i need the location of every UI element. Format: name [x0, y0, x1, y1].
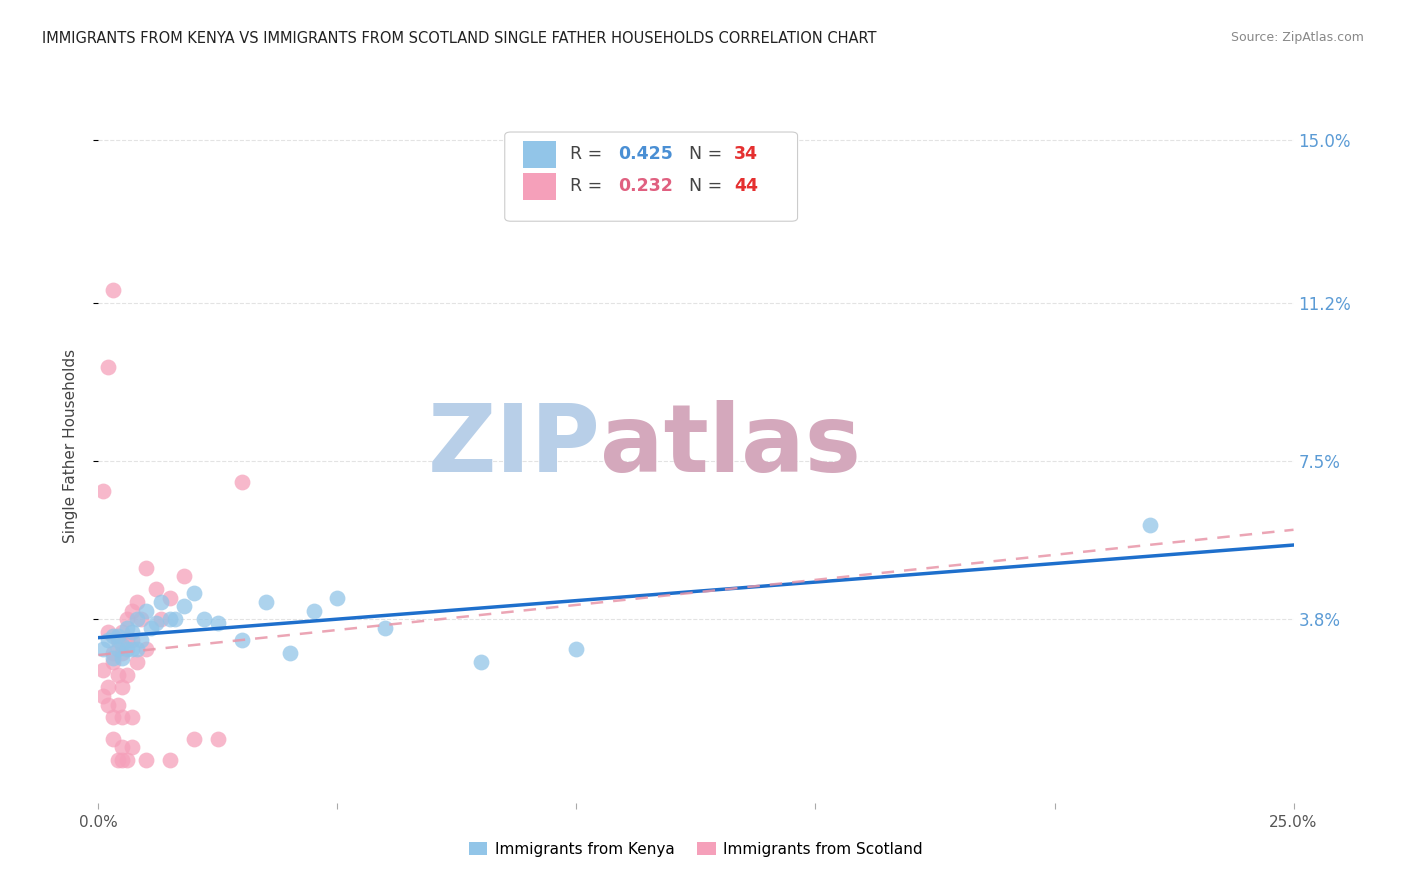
Point: [115, 633, 138, 648]
Point: [135, 753, 157, 767]
Point: [101, 629, 124, 643]
Point: [183, 731, 205, 746]
Bar: [523, 141, 557, 168]
Point: [91, 663, 114, 677]
Point: [107, 642, 129, 657]
Point: [254, 595, 277, 609]
Text: 44: 44: [734, 178, 758, 195]
Point: [149, 595, 172, 609]
Point: [107, 667, 129, 681]
Point: [111, 624, 134, 639]
Point: [121, 624, 143, 639]
Point: [374, 621, 396, 635]
Text: 0.425: 0.425: [619, 145, 673, 163]
Point: [91, 483, 114, 498]
Point: [470, 655, 492, 669]
Point: [107, 753, 129, 767]
Legend: Immigrants from Kenya, Immigrants from Scotland: Immigrants from Kenya, Immigrants from S…: [463, 836, 929, 863]
Point: [125, 612, 148, 626]
Point: [115, 621, 138, 635]
Point: [135, 561, 157, 575]
Point: [111, 650, 134, 665]
Point: [231, 475, 253, 490]
Text: R =: R =: [571, 145, 609, 163]
Point: [193, 612, 215, 626]
Point: [121, 603, 143, 617]
Point: [111, 681, 134, 695]
Point: [149, 612, 172, 626]
Point: [135, 642, 157, 657]
Point: [1139, 518, 1161, 533]
Point: [91, 689, 114, 703]
Point: [101, 731, 124, 746]
Point: [278, 646, 301, 660]
Text: IMMIGRANTS FROM KENYA VS IMMIGRANTS FROM SCOTLAND SINGLE FATHER HOUSEHOLDS CORRE: IMMIGRANTS FROM KENYA VS IMMIGRANTS FROM…: [42, 31, 877, 46]
Point: [97, 698, 120, 712]
Point: [121, 740, 143, 755]
Point: [183, 586, 205, 600]
Point: [97, 624, 120, 639]
Point: [125, 655, 148, 669]
Point: [115, 667, 138, 681]
Point: [111, 710, 134, 724]
FancyBboxPatch shape: [505, 132, 797, 221]
Point: [101, 646, 124, 660]
Point: [101, 283, 124, 297]
Point: [135, 603, 157, 617]
Text: N =: N =: [678, 145, 728, 163]
Point: [115, 642, 138, 657]
Point: [97, 681, 120, 695]
Point: [107, 633, 129, 648]
Text: atlas: atlas: [600, 400, 862, 492]
Point: [101, 710, 124, 724]
Point: [111, 740, 134, 755]
Point: [131, 633, 153, 648]
Point: [565, 642, 588, 657]
Point: [115, 753, 138, 767]
Point: [173, 599, 195, 614]
Point: [145, 616, 167, 631]
Point: [91, 642, 114, 657]
Point: [125, 642, 148, 657]
Point: [107, 629, 129, 643]
Point: [121, 642, 143, 657]
Point: [207, 616, 229, 631]
Text: 34: 34: [734, 145, 758, 163]
Point: [97, 359, 120, 374]
Point: [121, 633, 143, 648]
Text: Source: ZipAtlas.com: Source: ZipAtlas.com: [1230, 31, 1364, 45]
Point: [145, 582, 167, 596]
Point: [121, 710, 143, 724]
Text: N =: N =: [678, 178, 728, 195]
Y-axis label: Single Father Households: Single Father Households: [63, 349, 77, 543]
Text: 0.232: 0.232: [619, 178, 673, 195]
Point: [139, 621, 162, 635]
Text: R =: R =: [571, 178, 609, 195]
Point: [326, 591, 349, 605]
Point: [101, 650, 124, 665]
Point: [125, 595, 148, 609]
Point: [111, 646, 134, 660]
Point: [97, 633, 120, 648]
Point: [115, 612, 138, 626]
Point: [111, 753, 134, 767]
Point: [131, 612, 153, 626]
Point: [159, 591, 181, 605]
Point: [159, 753, 181, 767]
Point: [231, 633, 253, 648]
Point: [111, 638, 134, 652]
Point: [163, 612, 186, 626]
Point: [107, 698, 129, 712]
Point: [207, 731, 229, 746]
Point: [101, 655, 124, 669]
Point: [302, 603, 325, 617]
Text: ZIP: ZIP: [427, 400, 600, 492]
Point: [173, 569, 195, 583]
Point: [159, 612, 181, 626]
Bar: [523, 173, 557, 200]
